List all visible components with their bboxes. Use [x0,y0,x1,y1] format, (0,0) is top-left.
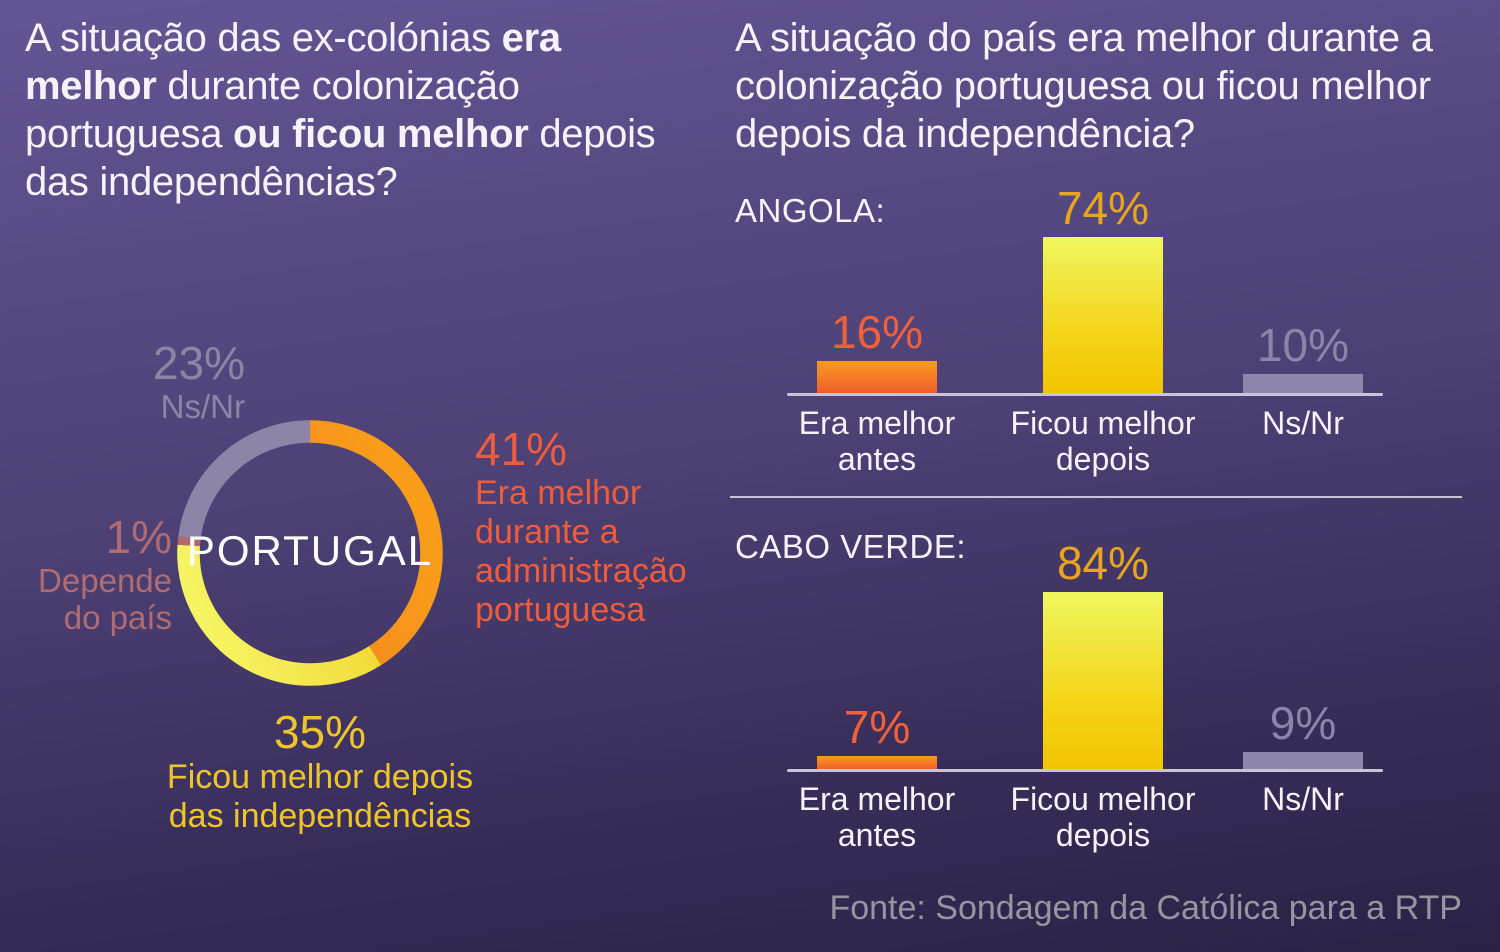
donut-value-era-melhor: 41% [475,423,568,475]
donut-text-nsnr: Ns/Nr [160,388,245,425]
donut-value-ficou-melhor: 35% [273,706,367,758]
donut-text-era-melhor: Era melhor durante a administração portugue… [475,474,687,629]
donut-label-nsnr: 23% Ns/Nr [95,338,245,425]
angola-value-nsnr: 10% [1256,319,1350,371]
cabo-verde-bar-nsnr [1243,752,1363,771]
cabo-verde-value-ficou-melhor: 84% [1056,537,1150,589]
donut-segment-era-melhor [177,420,443,686]
cabo-verde-category-ficou-melhor: Ficou melhor depois [1010,781,1196,853]
angola-category-ficou-melhor: Ficou melhor depois [1010,405,1196,477]
donut-value-nsnr: 23% [152,337,245,389]
cabo-verde-axis-line [787,769,1383,772]
portugal-donut-chart [177,420,443,686]
donut-segment-ficou-melhor [177,420,443,686]
angola-bar-chart: ANGOLA: 16% 74% 10% Era melhor antes Fico… [730,182,1470,477]
donut-text-ficou-melhor: Ficou melhor depois das independências [166,758,474,835]
donut-label-ficou-melhor: 35% Ficou melhor depois das independência… [140,706,500,836]
cabo-verde-value-era-melhor: 7% [843,701,911,753]
donut-label-era-melhor: 41% Era melhor durante a administração port… [475,424,725,630]
cabo-verde-category-nsnr: Ns/Nr [1262,781,1344,817]
angola-bar-nsnr [1243,374,1363,395]
angola-title: ANGOLA: [735,192,886,229]
cabo-verde-category-era-melhor: Era melhor antes [798,781,956,853]
angola-axis-line [787,393,1383,396]
section-divider [730,496,1462,498]
cabo-verde-bar-chart: CABO VERDE: 7% 84% 9% Era melhor antes Fi… [730,522,1470,853]
cabo-verde-title: CABO VERDE: [735,528,967,565]
cabo-verde-bar-ficou-melhor [1043,592,1163,771]
angola-category-era-melhor: Era melhor antes [798,405,956,477]
source-credit: Fonte: Sondagem da Católica para a RTP [829,889,1462,927]
cabo-verde-value-nsnr: 9% [1269,697,1337,749]
donut-value-depende: 1% [105,511,172,563]
angola-bar-era-melhor [817,361,937,395]
left-question: A situação das ex-colónias era melhor du… [25,16,656,204]
cabo-verde-bar-era-melhor [817,756,937,771]
angola-value-era-melhor: 16% [830,306,924,358]
right-question: A situação do país era melhor durante a … [735,16,1433,156]
angola-bar-ficou-melhor [1043,237,1163,395]
donut-text-depende: Depende do país [38,562,172,636]
angola-category-nsnr: Ns/Nr [1262,405,1344,441]
donut-label-depende: 1% Depende do país [12,512,172,636]
angola-value-ficou-melhor: 74% [1056,182,1150,234]
donut-center-label: PORTUGAL [186,527,434,574]
